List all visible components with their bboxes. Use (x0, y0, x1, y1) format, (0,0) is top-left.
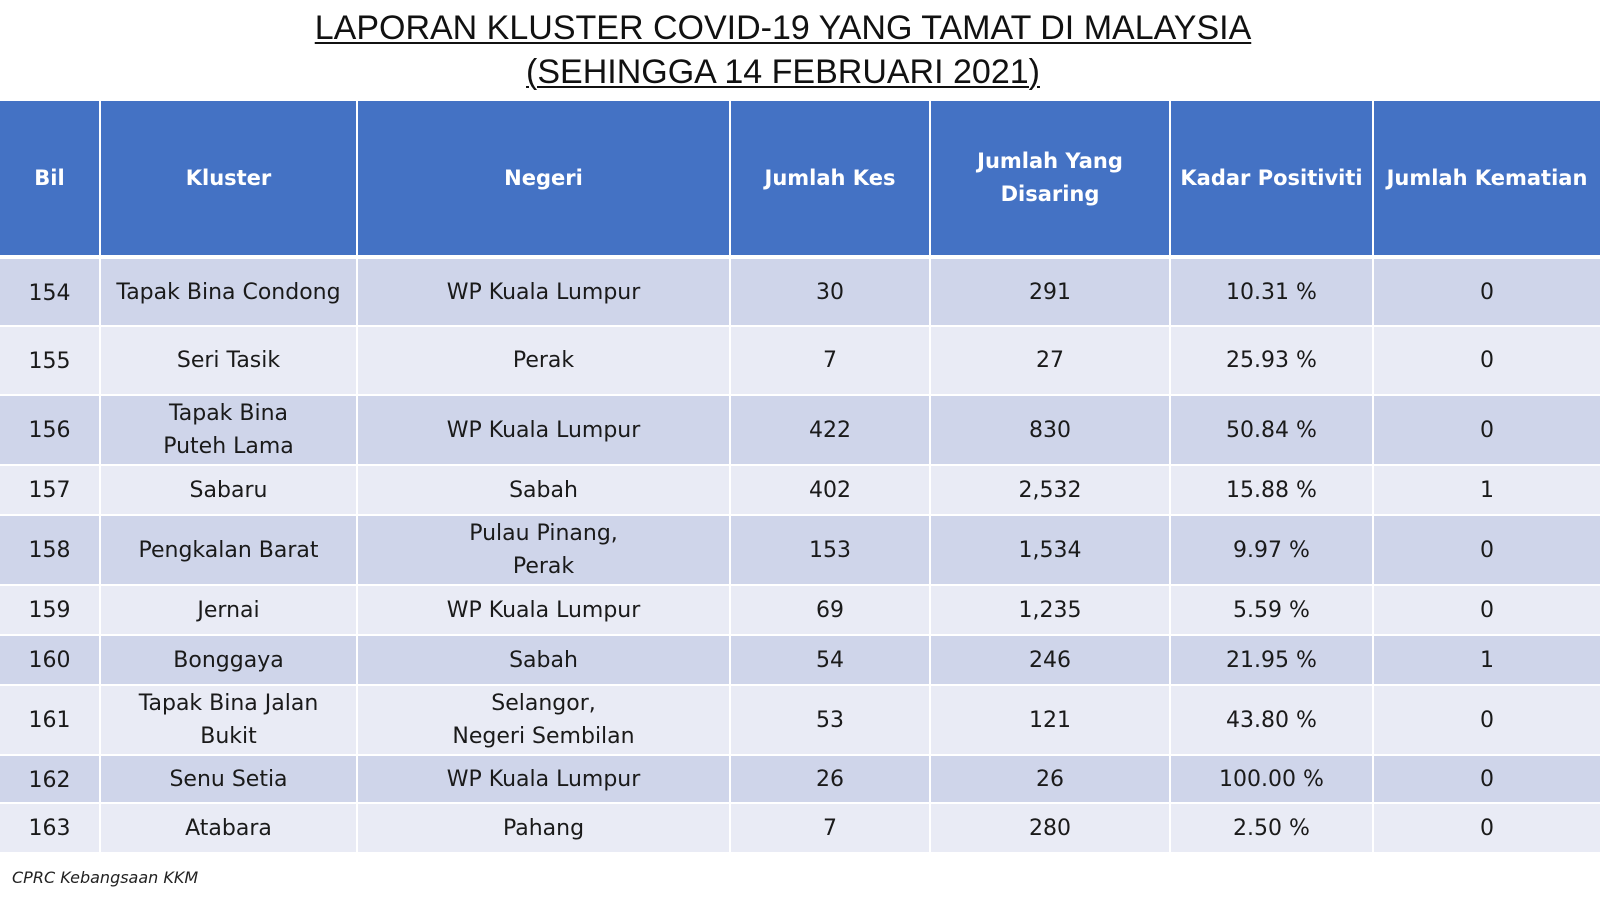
header-jumlah-disaring: Jumlah Yang Disaring (930, 101, 1171, 259)
cell-negeri: Perak (357, 326, 731, 396)
source-note: CPRC Kebangsaan KKM (12, 868, 199, 887)
header-kluster: Kluster (100, 101, 358, 259)
table-row: 156 Tapak Bina Puteh Lama WP Kuala Lumpu… (0, 395, 1600, 466)
table-row: 163 Atabara Pahang 7 280 2.50 % 0 (0, 803, 1600, 854)
cell-bil: 160 (0, 635, 101, 686)
cell-negeri: Pahang (357, 803, 731, 854)
cell-kadar-positiviti: 50.84 % (1170, 395, 1374, 466)
cell-jumlah-kematian: 0 (1373, 395, 1600, 466)
cell-negeri: WP Kuala Lumpur (357, 395, 731, 466)
cell-kadar-positiviti: 25.93 % (1170, 326, 1374, 396)
table-row: 154 Tapak Bina Condong WP Kuala Lumpur 3… (0, 257, 1600, 327)
report-title-line-2: (SEHINGGA 14 FEBRUARI 2021) (526, 53, 1040, 91)
cell-jumlah-disaring: 280 (930, 803, 1171, 854)
cell-bil: 154 (0, 257, 101, 327)
cell-jumlah-kes: 402 (730, 465, 931, 516)
cluster-table-container: Bil Kluster Negeri Jumlah Kes Jumlah Yan… (0, 101, 1600, 854)
cell-kluster: Jernai (100, 585, 358, 636)
cell-kadar-positiviti: 21.95 % (1170, 635, 1374, 686)
table-row: 162 Senu Setia WP Kuala Lumpur 26 26 100… (0, 755, 1600, 804)
cell-negeri: Sabah (357, 465, 731, 516)
cell-kluster: Tapak Bina Jalan Bukit (100, 685, 358, 756)
cell-jumlah-kematian: 0 (1373, 755, 1600, 804)
cell-kluster: Seri Tasik (100, 326, 358, 396)
cell-bil: 158 (0, 515, 101, 586)
cell-jumlah-disaring: 27 (930, 326, 1171, 396)
cell-bil: 159 (0, 585, 101, 636)
cell-negeri: WP Kuala Lumpur (357, 755, 731, 804)
cell-bil: 156 (0, 395, 101, 466)
cell-jumlah-kematian: 0 (1373, 803, 1600, 854)
cell-kadar-positiviti: 10.31 % (1170, 257, 1374, 327)
cell-bil: 163 (0, 803, 101, 854)
cell-kluster: Pengkalan Barat (100, 515, 358, 586)
cell-jumlah-disaring: 291 (930, 257, 1171, 327)
cell-kadar-positiviti: 5.59 % (1170, 585, 1374, 636)
cell-negeri: WP Kuala Lumpur (357, 257, 731, 327)
cell-bil: 161 (0, 685, 101, 756)
header-kadar-positiviti: Kadar Positiviti (1170, 101, 1374, 259)
table-row: 160 Bonggaya Sabah 54 246 21.95 % 1 (0, 635, 1600, 686)
cell-bil: 155 (0, 326, 101, 396)
cell-bil: 162 (0, 755, 101, 804)
cluster-table: Bil Kluster Negeri Jumlah Kes Jumlah Yan… (0, 101, 1600, 854)
cell-jumlah-kematian: 0 (1373, 515, 1600, 586)
cell-jumlah-kes: 30 (730, 257, 931, 327)
cell-jumlah-kes: 422 (730, 395, 931, 466)
cell-jumlah-kes: 7 (730, 803, 931, 854)
cell-jumlah-kematian: 1 (1373, 465, 1600, 516)
cell-jumlah-disaring: 121 (930, 685, 1171, 756)
cell-kluster: Sabaru (100, 465, 358, 516)
header-negeri: Negeri (357, 101, 731, 259)
cell-negeri: Pulau Pinang, Perak (357, 515, 731, 586)
cell-negeri: WP Kuala Lumpur (357, 585, 731, 636)
report-title: LAPORAN KLUSTER COVID-19 YANG TAMAT DI M… (0, 6, 1566, 94)
cell-kadar-positiviti: 15.88 % (1170, 465, 1374, 516)
header-jumlah-kes: Jumlah Kes (730, 101, 931, 259)
cell-kadar-positiviti: 2.50 % (1170, 803, 1374, 854)
cell-negeri: Sabah (357, 635, 731, 686)
cell-jumlah-kes: 53 (730, 685, 931, 756)
cell-kluster: Tapak Bina Condong (100, 257, 358, 327)
cell-bil: 157 (0, 465, 101, 516)
cell-jumlah-disaring: 1,534 (930, 515, 1171, 586)
cell-jumlah-kematian: 0 (1373, 685, 1600, 756)
cell-negeri: Selangor, Negeri Sembilan (357, 685, 731, 756)
cell-kluster: Bonggaya (100, 635, 358, 686)
table-row: 161 Tapak Bina Jalan Bukit Selangor, Neg… (0, 685, 1600, 756)
cell-kluster: Atabara (100, 803, 358, 854)
table-row: 155 Seri Tasik Perak 7 27 25.93 % 0 (0, 326, 1600, 396)
cell-jumlah-kes: 69 (730, 585, 931, 636)
table-row: 159 Jernai WP Kuala Lumpur 69 1,235 5.59… (0, 585, 1600, 636)
table-row: 157 Sabaru Sabah 402 2,532 15.88 % 1 (0, 465, 1600, 516)
header-bil: Bil (0, 101, 101, 259)
cell-jumlah-disaring: 246 (930, 635, 1171, 686)
cell-kadar-positiviti: 9.97 % (1170, 515, 1374, 586)
cell-jumlah-kematian: 1 (1373, 635, 1600, 686)
cell-kluster: Tapak Bina Puteh Lama (100, 395, 358, 466)
table-row: 158 Pengkalan Barat Pulau Pinang, Perak … (0, 515, 1600, 586)
cell-kadar-positiviti: 100.00 % (1170, 755, 1374, 804)
cell-jumlah-disaring: 1,235 (930, 585, 1171, 636)
report-title-line-1: LAPORAN KLUSTER COVID-19 YANG TAMAT DI M… (314, 9, 1252, 47)
table-header-row: Bil Kluster Negeri Jumlah Kes Jumlah Yan… (0, 101, 1600, 259)
cell-jumlah-disaring: 2,532 (930, 465, 1171, 516)
cell-jumlah-disaring: 26 (930, 755, 1171, 804)
header-jumlah-kematian: Jumlah Kematian (1373, 101, 1600, 259)
cell-jumlah-kematian: 0 (1373, 326, 1600, 396)
cell-jumlah-kes: 26 (730, 755, 931, 804)
cell-kluster: Senu Setia (100, 755, 358, 804)
cell-jumlah-kematian: 0 (1373, 257, 1600, 327)
cell-jumlah-kematian: 0 (1373, 585, 1600, 636)
cell-jumlah-kes: 54 (730, 635, 931, 686)
cell-jumlah-disaring: 830 (930, 395, 1171, 466)
cell-jumlah-kes: 153 (730, 515, 931, 586)
cell-kadar-positiviti: 43.80 % (1170, 685, 1374, 756)
cell-jumlah-kes: 7 (730, 326, 931, 396)
